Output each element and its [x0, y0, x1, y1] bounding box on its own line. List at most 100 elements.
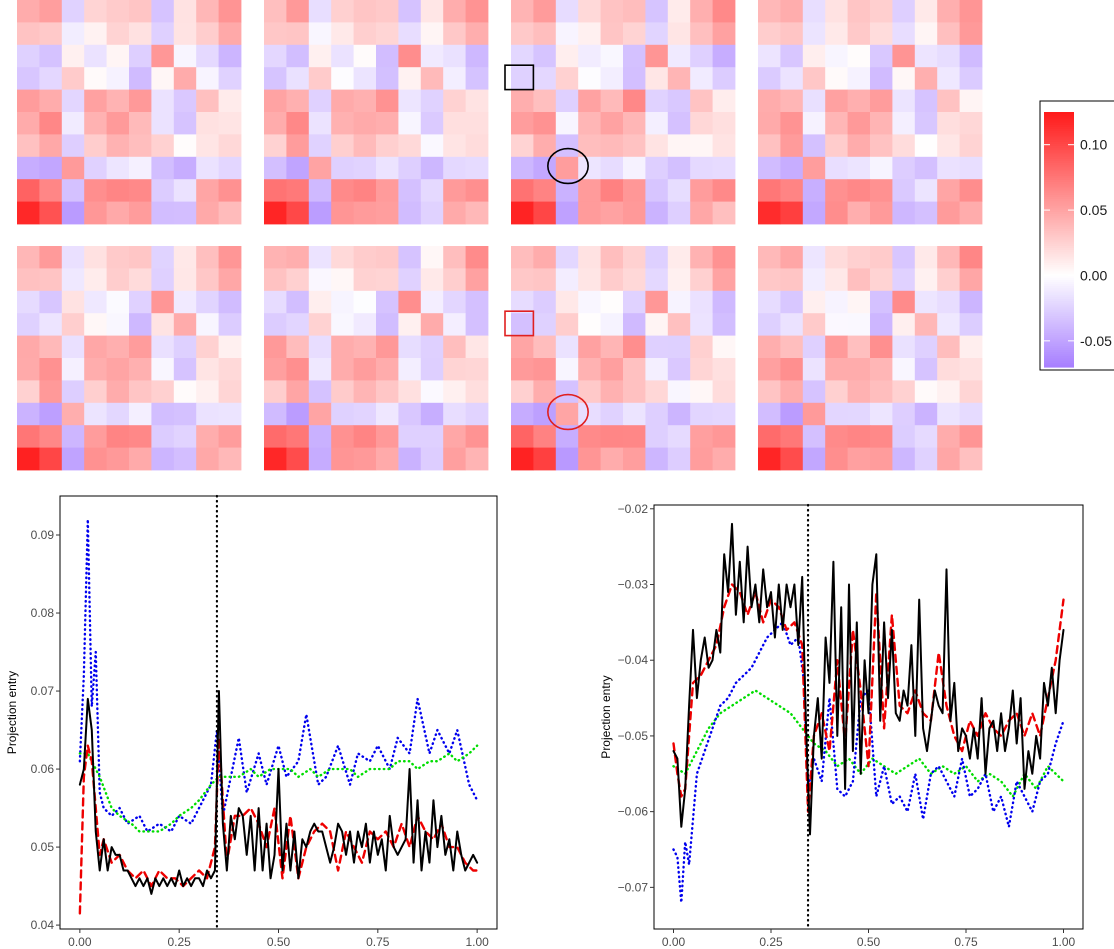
- heatmap-cell: [870, 403, 893, 426]
- left-plot-x-tick-label: 0.75: [366, 935, 390, 949]
- heatmap-cell: [17, 380, 40, 403]
- heatmap-cell: [758, 202, 781, 225]
- heatmap-cell: [196, 403, 219, 426]
- heatmap-cell: [690, 134, 713, 157]
- heatmap-cell: [713, 90, 736, 113]
- heatmap-cell: [533, 246, 556, 269]
- heatmap-cell: [151, 22, 174, 45]
- right-plot-y-tick-label: −0.03: [618, 578, 649, 592]
- heatmap-cell: [62, 246, 85, 269]
- heatmap-cell: [870, 291, 893, 314]
- heatmap-cell: [690, 157, 713, 180]
- heatmap-cell: [309, 112, 332, 135]
- heatmap-cell: [601, 45, 624, 68]
- heatmap-cell: [960, 291, 983, 314]
- heatmap-cell: [668, 358, 691, 381]
- heatmap-cell: [825, 358, 848, 381]
- heatmap-cell: [937, 22, 960, 45]
- heatmap-cell: [511, 448, 534, 471]
- heatmap-cell: [960, 90, 983, 113]
- heatmap-cell: [219, 336, 242, 359]
- heatmap-cell: [376, 202, 399, 225]
- heatmap-cell: [309, 425, 332, 448]
- heatmap-cell: [511, 157, 534, 180]
- heatmap-cell: [219, 157, 242, 180]
- heatmap-cell: [511, 246, 534, 269]
- heatmap-cell: [780, 380, 803, 403]
- heatmap-cell: [354, 90, 377, 113]
- heatmap-cell: [937, 67, 960, 90]
- heatmap-cell: [758, 425, 781, 448]
- heatmap-cell: [398, 67, 421, 90]
- heatmap-cell: [556, 313, 579, 336]
- heatmap-cell: [286, 0, 309, 23]
- heatmap-cell: [511, 179, 534, 202]
- heatmap-cell: [825, 134, 848, 157]
- heatmap-cell: [915, 22, 938, 45]
- heatmap-cell: [915, 179, 938, 202]
- heatmap-cell: [376, 90, 399, 113]
- heatmap-cell: [62, 202, 85, 225]
- heatmap-cell: [219, 448, 242, 471]
- heatmap-cell: [174, 380, 197, 403]
- heatmap-panel-8: [758, 246, 982, 470]
- heatmap-cell: [196, 0, 219, 23]
- heatmap-cell: [17, 448, 40, 471]
- heatmap-cell: [421, 380, 444, 403]
- heatmap-cell: [892, 179, 915, 202]
- heatmap-cell: [601, 336, 624, 359]
- left-plot-y-tick-label: 0.06: [31, 762, 55, 776]
- heatmap-cell: [443, 425, 466, 448]
- heatmap-cell: [915, 112, 938, 135]
- heatmap-cell: [376, 291, 399, 314]
- heatmap-cell: [286, 112, 309, 135]
- heatmap-cell: [421, 246, 444, 269]
- right-plot-y-tick-label: −0.02: [618, 502, 649, 516]
- heatmap-cell: [601, 67, 624, 90]
- heatmap-cell: [556, 380, 579, 403]
- heatmap-cell: [690, 403, 713, 426]
- heatmap-cell: [398, 358, 421, 381]
- heatmap-cell: [870, 90, 893, 113]
- heatmap-cell: [174, 403, 197, 426]
- heatmap-cell: [915, 313, 938, 336]
- heatmap-cell: [286, 358, 309, 381]
- heatmap-cell: [870, 202, 893, 225]
- heatmap-cell: [219, 134, 242, 157]
- heatmap-cell: [690, 448, 713, 471]
- heatmap-cell: [511, 358, 534, 381]
- heatmap-cell: [264, 268, 287, 291]
- heatmap-cell: [421, 313, 444, 336]
- heatmap-cell: [264, 22, 287, 45]
- heatmap-cell: [870, 45, 893, 68]
- heatmap-cell: [937, 358, 960, 381]
- heatmap-cell: [84, 336, 107, 359]
- heatmap-cell: [196, 45, 219, 68]
- heatmap-cell: [758, 134, 781, 157]
- heatmap-cell: [84, 134, 107, 157]
- heatmap-cell: [780, 358, 803, 381]
- heatmap-cell: [668, 268, 691, 291]
- heatmap-cell: [556, 291, 579, 314]
- heatmap-cell: [825, 246, 848, 269]
- heatmap-cell: [309, 268, 332, 291]
- heatmap-cell: [107, 0, 130, 23]
- heatmap-cell: [668, 246, 691, 269]
- heatmap-cell: [443, 246, 466, 269]
- colorbar: 0.100.050.00-0.05: [1040, 101, 1114, 370]
- heatmap-cell: [264, 313, 287, 336]
- heatmap-cell: [286, 448, 309, 471]
- heatmap-cell: [107, 268, 130, 291]
- heatmap-cell: [848, 403, 871, 426]
- heatmap-cell: [421, 0, 444, 23]
- heatmap-cell: [17, 0, 40, 23]
- heatmap-cell: [668, 336, 691, 359]
- heatmap-cell: [533, 179, 556, 202]
- heatmap-cell: [354, 313, 377, 336]
- left-plot-y-tick-label: 0.08: [31, 606, 55, 620]
- heatmap-cell: [758, 380, 781, 403]
- heatmap-cell: [421, 90, 444, 113]
- heatmap-cell: [62, 358, 85, 381]
- heatmap-cell: [556, 202, 579, 225]
- heatmap-cell: [17, 202, 40, 225]
